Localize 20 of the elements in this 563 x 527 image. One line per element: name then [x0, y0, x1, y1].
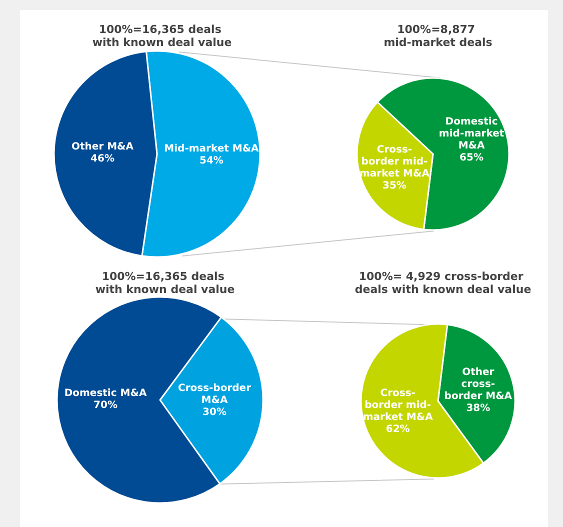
data-label: 30%	[202, 406, 226, 418]
chart-title: 100%=16,365 deals with known deal value	[95, 270, 235, 296]
slice-label: Domestic mid-market M&A	[438, 116, 504, 152]
data-label: 46%	[90, 153, 114, 164]
slice-label: Mid-market M&A	[164, 144, 260, 155]
data-label: 35%	[382, 180, 406, 192]
slice-label: Cross-border mid-market M&A	[362, 388, 434, 423]
chart-title: 100%=16,365 deals with known deal value	[92, 23, 232, 49]
slice-label: Domestic M&A	[64, 388, 147, 400]
data-label: 70%	[94, 400, 118, 412]
data-label: 62%	[386, 424, 410, 435]
slice-label: Other M&A	[72, 141, 134, 152]
data-label: 38%	[466, 403, 490, 414]
chart-title: 100%= 4,929 cross-border deals with known deal value	[354, 270, 532, 296]
slice-label: Other cross-border M&A	[444, 367, 512, 402]
chart-title: 100%=8,877 mid-market deals	[384, 23, 493, 49]
slice-label: Cross-border mid-market M&A	[360, 144, 430, 180]
data-label: 54%	[200, 156, 224, 167]
data-label: 65%	[460, 152, 484, 164]
slice-label: Cross-border M&A	[178, 382, 252, 406]
